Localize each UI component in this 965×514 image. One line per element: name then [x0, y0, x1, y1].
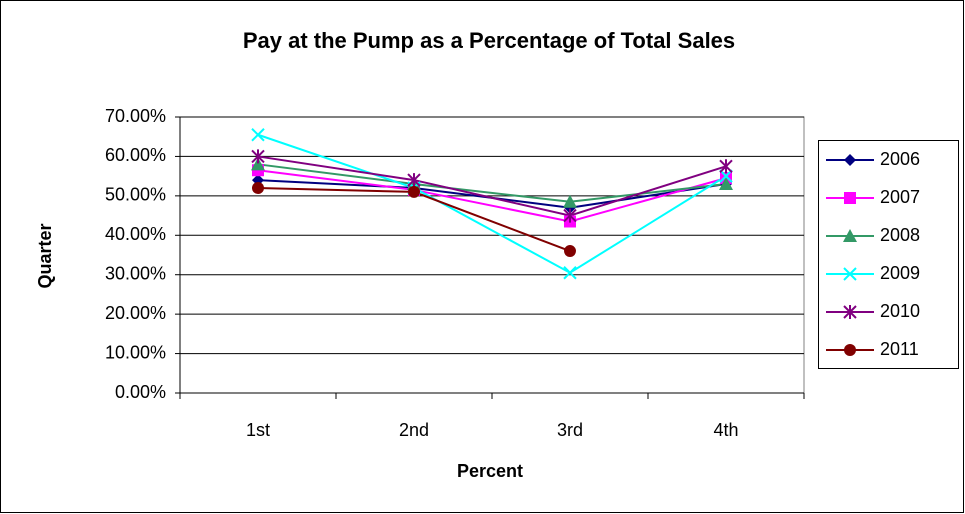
x-tick-label: 1st — [246, 420, 270, 440]
legend-marker — [844, 344, 856, 356]
x-tick-label: 4th — [713, 420, 738, 440]
legend-marker — [844, 192, 856, 204]
y-tick-label: 0.00% — [115, 382, 166, 402]
data-point — [408, 185, 420, 198]
series-line — [257, 163, 727, 203]
y-tick-label: 30.00% — [105, 263, 166, 283]
legend-marker — [843, 229, 857, 242]
legend-marker — [843, 267, 857, 281]
x-axis-title: Percent — [457, 461, 523, 481]
y-tick-label: 40.00% — [105, 224, 166, 244]
data-point — [564, 245, 576, 258]
x-tick-label: 2nd — [399, 420, 429, 440]
data-point — [251, 157, 265, 171]
y-axis-title: Quarter — [35, 223, 55, 288]
plot-area — [179, 116, 805, 394]
legend-label: 2008 — [880, 225, 920, 245]
y-tick-label: 10.00% — [105, 342, 166, 362]
legend-label: 2010 — [880, 301, 920, 321]
y-tick-label: 60.00% — [105, 145, 166, 165]
data-point — [719, 159, 733, 174]
chart-title: Pay at the Pump as a Percentage of Total… — [243, 28, 735, 53]
data-point — [252, 181, 264, 194]
legend-label: 2007 — [880, 187, 920, 207]
y-tick-label: 50.00% — [105, 185, 166, 205]
legend-box — [818, 140, 959, 369]
data-point — [563, 194, 577, 208]
legend-marker — [844, 154, 856, 166]
y-tick-label: 20.00% — [105, 303, 166, 323]
data-point — [407, 173, 421, 188]
legend-label: 2009 — [880, 263, 920, 283]
x-tick-label: 3rd — [557, 420, 583, 440]
series-line — [257, 155, 727, 217]
data-point — [251, 149, 265, 164]
series-line — [257, 133, 727, 274]
data-point — [563, 208, 577, 223]
data-point — [719, 169, 733, 183]
legend-label: 2011 — [880, 339, 919, 359]
y-tick-label: 70.00% — [105, 106, 166, 126]
data-point — [563, 266, 577, 280]
data-point — [251, 128, 265, 142]
legend-marker — [843, 305, 857, 319]
data-point — [719, 177, 733, 191]
legend-label: 2006 — [880, 149, 920, 169]
series-line — [257, 169, 727, 223]
